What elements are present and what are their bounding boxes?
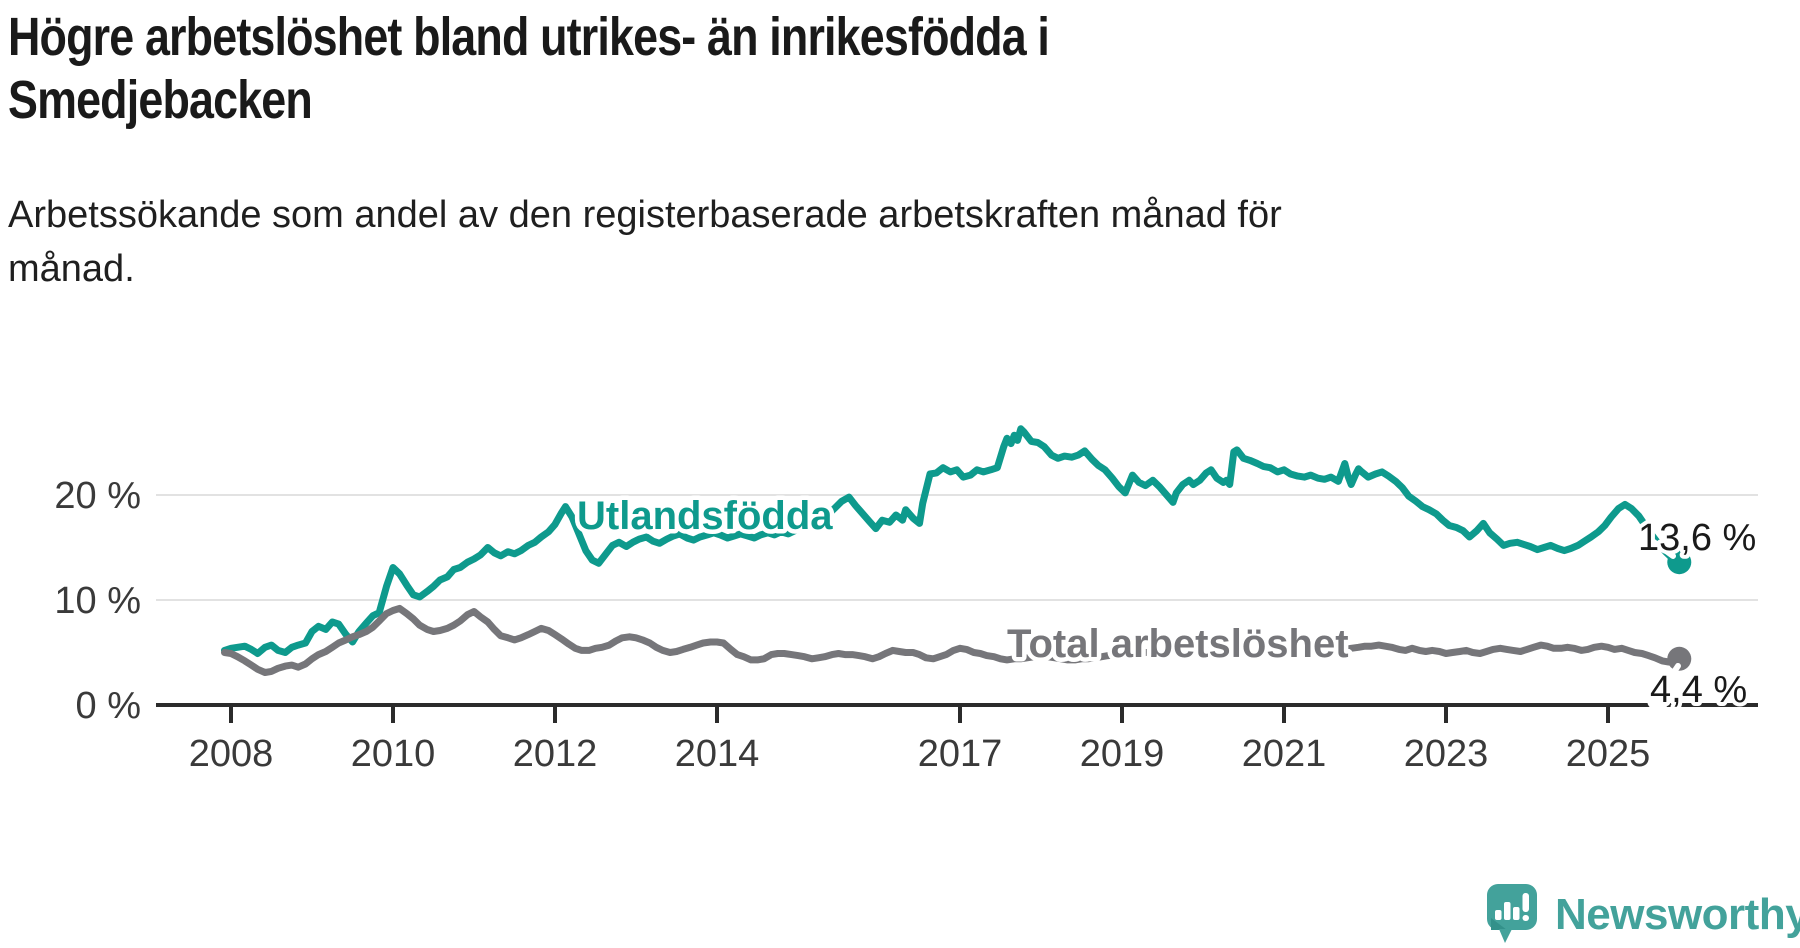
end-value-label-total: 4,4 % bbox=[1650, 669, 1747, 711]
series-line-utlandsfodda bbox=[221, 425, 1683, 657]
x-tick-label: 2014 bbox=[675, 733, 760, 775]
x-tick-label: 2025 bbox=[1566, 733, 1651, 775]
chart-subtitle: Arbetssökande som andel av den registerb… bbox=[8, 194, 1282, 290]
x-tick-label: 2012 bbox=[513, 733, 598, 775]
x-tick-label: 2019 bbox=[1080, 733, 1165, 775]
series-label-utlandsfodda: Utlandsfödda bbox=[577, 494, 833, 538]
newsworthy-logo-icon bbox=[1487, 884, 1537, 943]
series-label-total: Total arbetslöshet bbox=[1007, 622, 1349, 666]
x-tick-label: 2021 bbox=[1242, 733, 1327, 775]
x-tick-label: 2023 bbox=[1404, 733, 1489, 775]
callout-tail-utlandsfodda bbox=[1648, 537, 1676, 559]
newsworthy-logo-text: Newsworthy bbox=[1555, 890, 1800, 939]
x-tick-label: 2010 bbox=[351, 733, 436, 775]
end-value-label-utlandsfodda: 13,6 % bbox=[1638, 517, 1756, 559]
callout-tail-total bbox=[1658, 663, 1681, 694]
y-tick-label: 0 % bbox=[76, 685, 141, 727]
newsworthy-logo[interactable]: Newsworthy bbox=[1487, 884, 1800, 946]
x-tick-label: 2017 bbox=[918, 733, 1003, 775]
y-tick-label: 20 % bbox=[54, 475, 141, 517]
end-dot-total bbox=[1667, 646, 1692, 671]
page-title: Högre arbetslöshet bland utrikes- än inr… bbox=[8, 7, 1050, 130]
x-tick-label: 2008 bbox=[189, 733, 274, 775]
callout-notch bbox=[1647, 689, 1669, 711]
series-line-total bbox=[221, 604, 1683, 676]
y-tick-label: 10 % bbox=[54, 580, 141, 622]
